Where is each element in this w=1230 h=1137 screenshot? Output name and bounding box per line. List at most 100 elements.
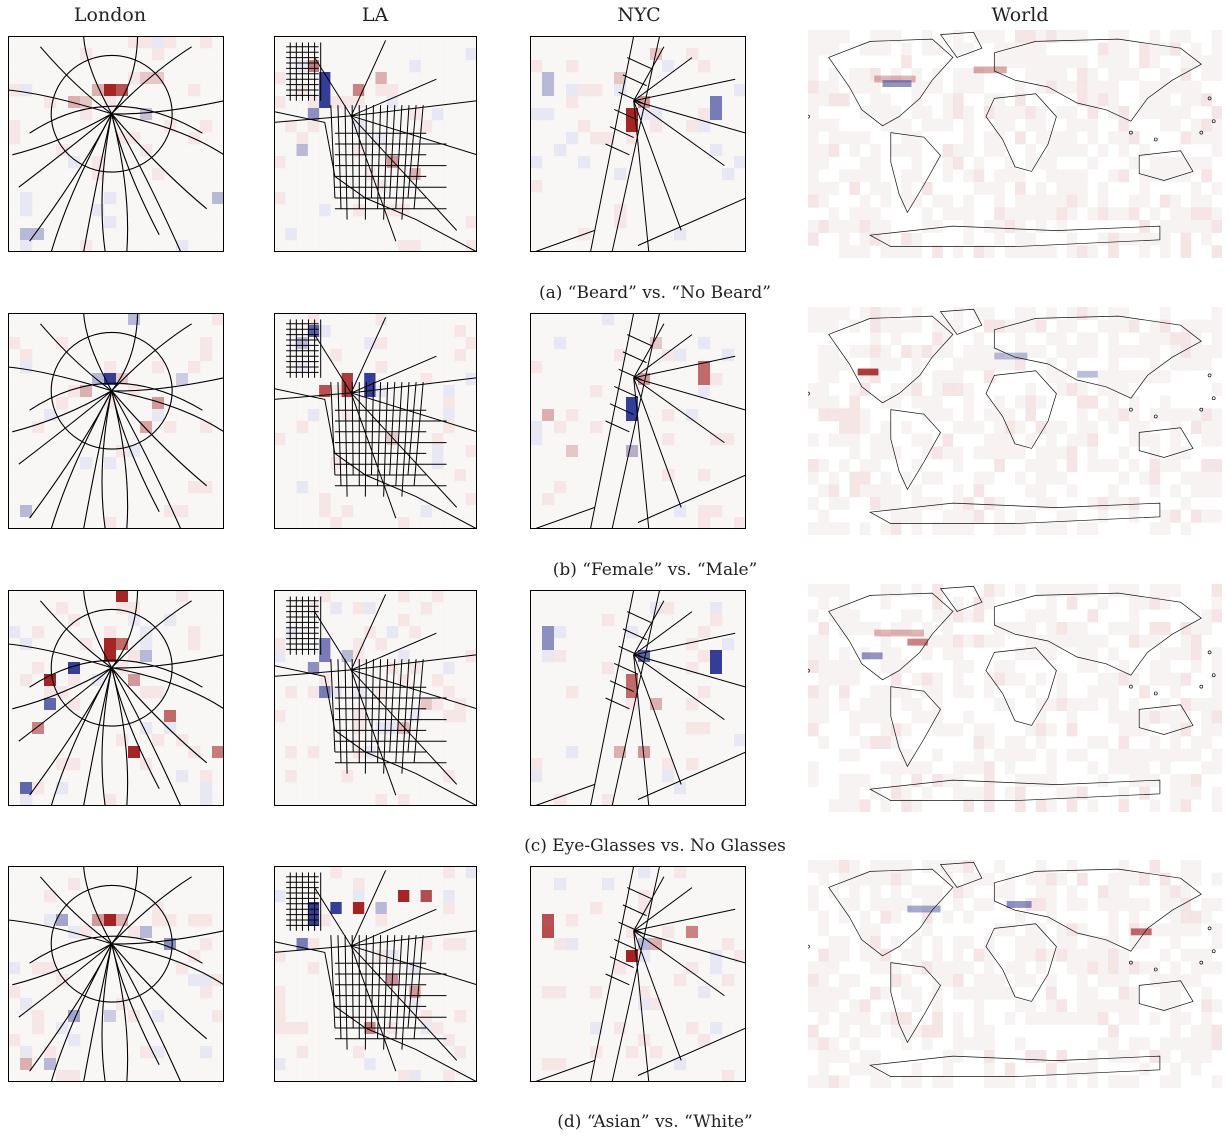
grid-cell — [341, 1034, 354, 1047]
grid-cell — [686, 794, 699, 806]
grid-cell — [590, 626, 603, 639]
grid-cell — [890, 509, 902, 523]
grid-cell — [818, 710, 829, 724]
grid-cell — [409, 493, 421, 506]
grid-cell — [398, 650, 410, 663]
grid-cell — [839, 220, 850, 233]
grid-cell — [1087, 459, 1099, 472]
grid-cell — [662, 662, 675, 675]
grid-cell — [710, 240, 723, 252]
grid-cell — [566, 240, 579, 252]
grid-cell — [911, 156, 923, 170]
grid-cell — [542, 192, 555, 205]
grid-cell — [1077, 433, 1088, 447]
grid-cell — [590, 674, 603, 687]
grid-cell — [398, 409, 410, 422]
grid-cell — [1015, 395, 1026, 409]
grid-cell — [364, 686, 376, 699]
grid-cell — [1149, 622, 1161, 635]
grid-cell — [686, 734, 699, 747]
grid-cell — [566, 926, 579, 939]
heat-cell — [164, 710, 176, 722]
grid-cell — [1025, 408, 1036, 422]
grid-cell — [44, 782, 57, 795]
grid-cell — [341, 1058, 354, 1071]
grid-cell — [140, 650, 153, 663]
grid-cell — [1128, 634, 1140, 648]
grid-cell — [164, 168, 177, 181]
grid-cell — [116, 60, 129, 73]
grid-cell — [1139, 106, 1150, 119]
grid-cell — [152, 180, 165, 193]
grid-cell — [164, 361, 177, 374]
grid-cell — [994, 232, 1005, 246]
grid-cell — [973, 484, 985, 498]
grid-cell — [722, 710, 735, 723]
grid-cell — [590, 48, 603, 61]
heat-cell — [352, 902, 365, 914]
grid-cell — [698, 758, 711, 771]
grid-cell — [1087, 93, 1099, 107]
grid-cell — [1118, 118, 1130, 132]
grid-cell — [1118, 169, 1130, 183]
grid-cell — [398, 962, 410, 975]
grid-cell — [530, 228, 543, 241]
grid-cell — [602, 36, 615, 49]
grid-cell — [80, 866, 93, 879]
grid-cell — [420, 698, 433, 711]
grid-cell — [590, 240, 603, 252]
grid-cell — [212, 722, 224, 735]
grid-cell — [1035, 395, 1047, 409]
grid-cell — [566, 986, 579, 999]
grid-cell — [68, 517, 81, 529]
grid-cell — [626, 84, 639, 97]
grid-cell — [296, 505, 309, 518]
grid-cell — [330, 794, 342, 806]
grid-cell — [686, 84, 699, 97]
grid-cell — [839, 169, 850, 183]
grid-cell — [1035, 421, 1047, 434]
heat-cell — [861, 652, 883, 660]
grid-cell — [818, 459, 829, 472]
grid-cell — [554, 361, 567, 374]
grid-cell — [839, 647, 850, 661]
heat-cell — [307, 108, 320, 120]
grid-cell — [431, 698, 444, 711]
grid-cell — [341, 626, 354, 639]
grid-cell — [352, 674, 365, 687]
grid-cell — [386, 204, 399, 217]
grid-cell — [1201, 68, 1212, 81]
grid-cell — [296, 710, 309, 723]
grid-cell — [431, 192, 444, 205]
grid-cell — [104, 469, 117, 482]
grid-cell — [1087, 609, 1099, 623]
grid-cell — [164, 132, 177, 145]
grid-cell — [32, 794, 45, 806]
grid-cell — [1190, 509, 1202, 523]
grid-cell — [274, 433, 286, 446]
grid-cell — [152, 710, 165, 723]
grid-cell — [296, 734, 309, 747]
grid-cell — [20, 602, 33, 615]
grid-cell — [1211, 660, 1222, 673]
grid-cell — [554, 385, 567, 398]
grid-cell — [44, 361, 57, 374]
grid-cell — [1118, 30, 1130, 43]
grid-cell — [386, 397, 399, 410]
grid-cell — [710, 421, 723, 434]
grid-cell — [1149, 156, 1161, 170]
grid-cell — [454, 938, 467, 951]
grid-cell — [1118, 748, 1130, 762]
grid-cell — [364, 216, 376, 229]
grid-cell — [542, 337, 555, 350]
grid-cell — [443, 1070, 455, 1082]
grid-cell — [443, 84, 455, 97]
grid-cell — [890, 786, 902, 800]
grid-cell — [542, 60, 555, 73]
grid-cell — [285, 974, 297, 987]
grid-cell — [880, 421, 892, 434]
grid-cell — [1211, 207, 1222, 221]
grid-cell — [566, 950, 579, 963]
grid-cell — [1190, 80, 1202, 94]
grid-cell — [921, 647, 933, 661]
